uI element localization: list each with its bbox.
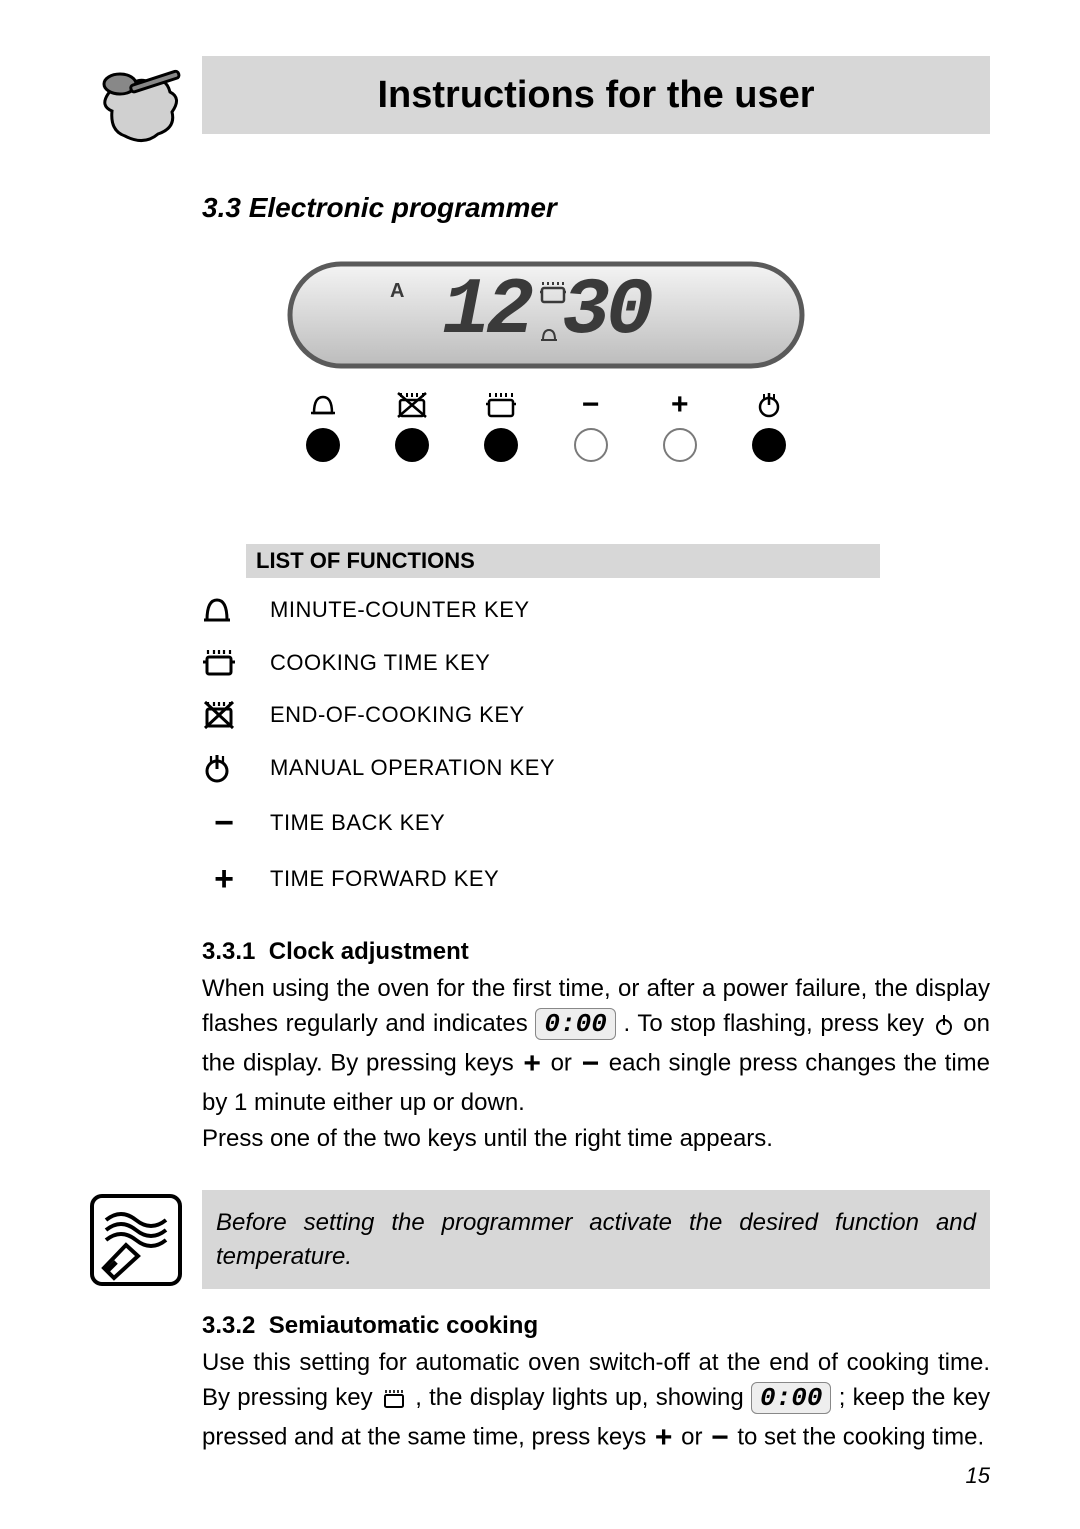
- minus-icon: −: [582, 388, 600, 422]
- button-dot[interactable]: [663, 428, 697, 462]
- function-label: MANUAL OPERATION KEY: [270, 755, 555, 781]
- functions-list: MINUTE-COUNTER KEY COOKING TIME KEY END-…: [202, 594, 880, 918]
- tip-icon: [86, 1190, 186, 1290]
- page-number: 15: [966, 1463, 990, 1489]
- header-band: Instructions for the user: [202, 56, 990, 134]
- page-title: Instructions for the user: [377, 74, 814, 117]
- power-icon: [932, 1007, 956, 1041]
- subheading: 3.3.2 Semiautomatic cooking: [202, 1312, 990, 1340]
- text: , the display lights up, showing: [415, 1384, 751, 1411]
- text: to set the cooking time.: [737, 1424, 984, 1451]
- function-label: TIME FORWARD KEY: [270, 866, 499, 892]
- paragraph: When using the oven for the first time, …: [202, 972, 990, 1120]
- section-title: Electronic programmer: [249, 192, 557, 223]
- section-332: 3.3.2 Semiautomatic cooking Use this set…: [202, 1312, 990, 1460]
- section-number: 3.3: [202, 192, 241, 223]
- minus-icon: −: [202, 806, 246, 840]
- paragraph: Use this setting for automatic oven swit…: [202, 1346, 990, 1460]
- button-dot[interactable]: [306, 428, 340, 462]
- plus-icon: +: [671, 388, 689, 422]
- functions-heading-band: LIST OF FUNCTIONS: [246, 544, 880, 578]
- page: Instructions for the user 3.3 Electronic…: [0, 0, 1080, 1529]
- programmer-figure: A 1230 −: [286, 260, 806, 480]
- btn-time-forward: +: [663, 388, 697, 462]
- digital-display-inline: 0:00: [535, 1008, 615, 1040]
- bell-icon: [202, 594, 246, 626]
- button-row: − +: [306, 388, 786, 462]
- btn-manual: [752, 388, 786, 462]
- text: or: [551, 1050, 580, 1077]
- btn-time-back: −: [574, 388, 608, 462]
- button-dot[interactable]: [395, 428, 429, 462]
- text: or: [681, 1424, 709, 1451]
- paragraph: Press one of the two keys until the righ…: [202, 1122, 990, 1156]
- minus-icon: −: [709, 1417, 731, 1460]
- button-dot[interactable]: [574, 428, 608, 462]
- minus-icon: −: [580, 1043, 602, 1086]
- function-label: END-OF-COOKING KEY: [270, 702, 525, 728]
- function-label: COOKING TIME KEY: [270, 650, 490, 676]
- function-label: TIME BACK KEY: [270, 810, 445, 836]
- plus-icon: +: [653, 1417, 675, 1460]
- subheading-number: 3.3.1: [202, 938, 255, 965]
- tip-band: Before setting the programmer activate t…: [202, 1190, 990, 1289]
- chef-spoon-icon: [90, 56, 190, 156]
- digital-display-inline: 0:00: [751, 1382, 831, 1414]
- pot-icon: [202, 648, 246, 678]
- pot-crossed-icon: [396, 388, 428, 422]
- subheading: 3.3.1 Clock adjustment: [202, 938, 990, 966]
- section-331: 3.3.1 Clock adjustment When using the ov…: [202, 938, 990, 1156]
- list-item: MINUTE-COUNTER KEY: [202, 594, 880, 626]
- plus-icon: +: [521, 1043, 543, 1086]
- list-item: − TIME BACK KEY: [202, 806, 880, 840]
- button-dot[interactable]: [484, 428, 518, 462]
- list-item: MANUAL OPERATION KEY: [202, 752, 880, 784]
- display-time: 1230: [286, 266, 806, 357]
- pot-icon: [485, 388, 517, 422]
- btn-end-cooking: [395, 388, 429, 462]
- list-item: + TIME FORWARD KEY: [202, 862, 880, 896]
- subheading-title: Clock adjustment: [269, 938, 469, 965]
- pot-icon: [380, 1381, 408, 1415]
- btn-cooking-time: [484, 388, 518, 462]
- subheading-number: 3.3.2: [202, 1312, 255, 1339]
- tip-text: Before setting the programmer activate t…: [216, 1206, 976, 1273]
- function-label: MINUTE-COUNTER KEY: [270, 597, 530, 623]
- list-item: END-OF-COOKING KEY: [202, 700, 880, 730]
- pot-crossed-icon: [202, 700, 246, 730]
- power-icon: [756, 388, 782, 422]
- list-item: COOKING TIME KEY: [202, 648, 880, 678]
- text: . To stop flashing, press key: [623, 1010, 931, 1037]
- btn-minute-counter: [306, 388, 340, 462]
- power-icon: [202, 752, 246, 784]
- subheading-title: Semiautomatic cooking: [269, 1312, 538, 1339]
- display-panel: A 1230: [286, 260, 806, 370]
- button-dot[interactable]: [752, 428, 786, 462]
- section-heading: 3.3 Electronic programmer: [202, 192, 557, 224]
- functions-heading: LIST OF FUNCTIONS: [256, 548, 475, 574]
- plus-icon: +: [202, 862, 246, 896]
- bell-icon: [310, 388, 336, 422]
